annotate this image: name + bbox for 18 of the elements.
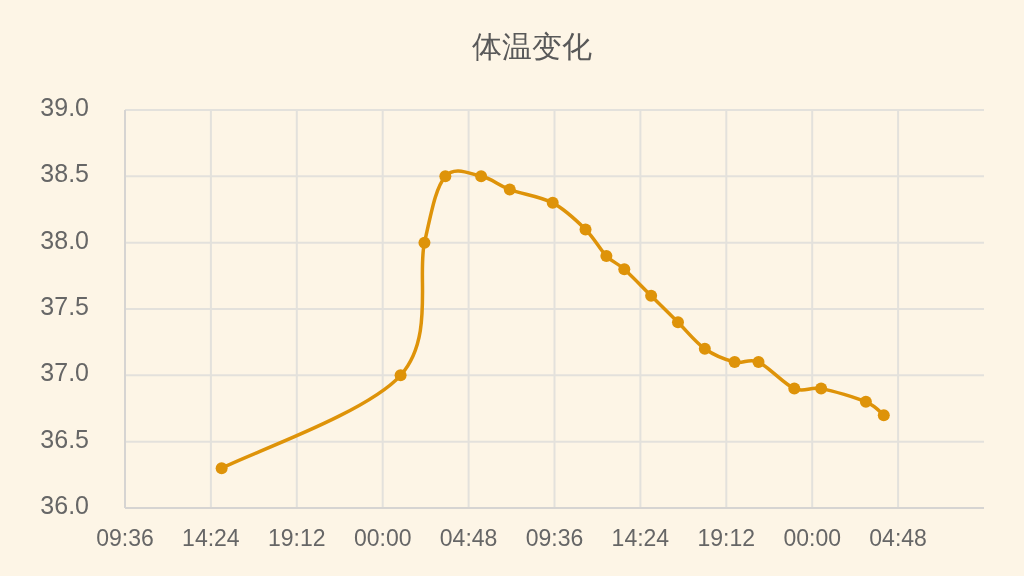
y-tick-label: 39.0 [40, 93, 89, 121]
y-tick-label: 38.5 [40, 159, 89, 188]
y-tick-label: 36.5 [40, 424, 89, 453]
x-tick-label: 14:24 [182, 525, 240, 551]
x-tick-label: 04:48 [869, 525, 927, 551]
x-tick-label: 19:12 [697, 525, 756, 551]
x-tick-label: 09:36 [525, 525, 584, 551]
x-tick-label: 00:00 [353, 525, 412, 551]
chart-title: 体温变化 [472, 30, 592, 63]
x-tick-label: 09:36 [96, 525, 154, 551]
x-tick-label: 00:00 [783, 525, 841, 551]
y-tick-label: 38.0 [40, 225, 89, 254]
x-tick-label: 04:48 [439, 525, 498, 551]
x-tick-label: 14:24 [611, 525, 670, 551]
y-tick-label: 37.5 [40, 292, 89, 320]
y-tick-label: 37.0 [40, 358, 89, 387]
x-tick-label: 19:12 [268, 525, 326, 551]
y-tick-label: 36.0 [40, 491, 89, 519]
